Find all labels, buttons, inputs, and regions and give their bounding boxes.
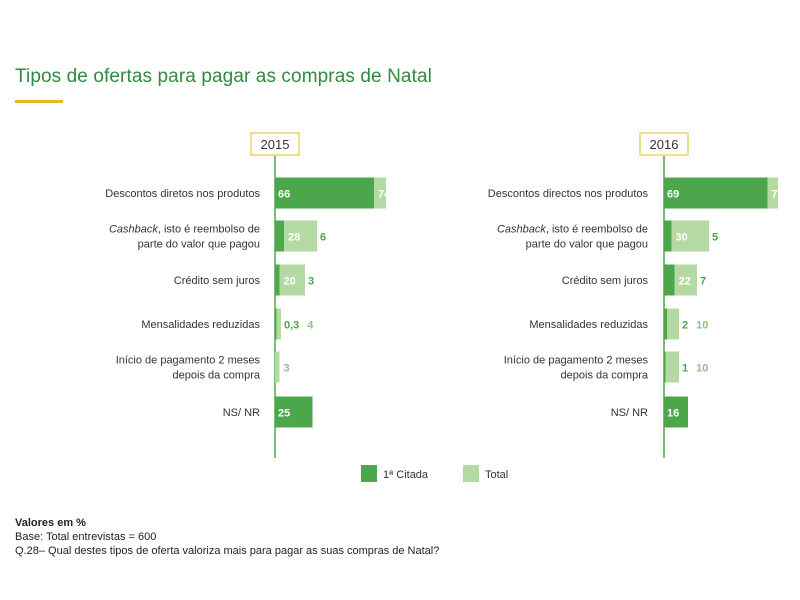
category-label: Mensalidades reduzidas — [141, 319, 260, 331]
data-label-total: 20 — [284, 276, 296, 288]
category-label: NS/ NR — [223, 407, 260, 419]
data-label-total: 4 — [307, 320, 314, 332]
bar-first-cited — [275, 264, 280, 296]
category-label: Crédito sem juros — [562, 275, 649, 287]
data-label-first-cited: 3 — [308, 276, 314, 288]
category-label: depois da compra — [173, 370, 261, 382]
data-label-first-cited: 1 — [682, 363, 688, 375]
notes-base: Base: Total entrevistas = 600 — [15, 531, 157, 543]
notes: Valores em % Base: Total entrevistas = 6… — [15, 516, 439, 558]
category-label: Crédito sem juros — [174, 275, 261, 287]
bar-total — [664, 351, 679, 383]
data-label-total: 76 — [772, 189, 784, 201]
chart-panel-2016: 2016 Descontos directos nos produtos 69 76 C… — [488, 132, 784, 458]
data-label-total: 10 — [696, 363, 708, 375]
data-label-first-cited: 5 — [712, 232, 718, 244]
data-label-total: 74 — [378, 189, 391, 201]
legend-label-first-cited: 1ª Citada — [383, 469, 429, 481]
bar-first-cited — [275, 220, 284, 252]
bar-first-cited — [664, 396, 688, 428]
bar-first-cited — [664, 308, 667, 340]
bar-first-cited — [664, 220, 672, 252]
category-label: Cashback, isto é reembolso de — [109, 224, 260, 236]
data-label-first-cited: 25 — [278, 408, 290, 420]
data-label-total: 3 — [284, 363, 290, 375]
data-label-first-cited: 6 — [320, 232, 326, 244]
data-label-first-cited: 7 — [700, 276, 706, 288]
legend-label-total: Total — [485, 469, 508, 481]
data-label-first-cited: 66 — [278, 189, 290, 201]
chart-panel-2015: 2015 Descontos diretos nos produtos 66 74 Ca… — [105, 132, 391, 458]
category-label: Cashback, isto é reembolso de — [497, 224, 648, 236]
category-label: Descontos diretos nos produtos — [105, 188, 260, 200]
category-label: parte do valor que pagou — [526, 239, 648, 251]
category-label: Início de pagamento 2 meses — [116, 355, 261, 367]
data-label-total: 10 — [696, 320, 708, 332]
bar-first-cited — [275, 177, 374, 209]
notes-heading: Valores em % — [15, 517, 86, 529]
year-label: 2015 — [261, 137, 290, 152]
data-label-total: 30 — [676, 232, 688, 244]
category-label: Descontos directos nos produtos — [488, 188, 649, 200]
category-label: Mensalidades reduzidas — [529, 319, 648, 331]
category-label: Início de pagamento 2 meses — [504, 355, 649, 367]
category-label: depois da compra — [561, 370, 649, 382]
notes-question: Q.28– Qual destes tipos de oferta valori… — [15, 545, 440, 557]
bar-total — [275, 351, 280, 383]
data-label-first-cited: 69 — [667, 189, 679, 201]
chart-title: Tipos de ofertas para pagar as compras d… — [15, 66, 432, 87]
data-label-first-cited: 16 — [667, 408, 679, 420]
title-underline — [15, 100, 63, 103]
year-label: 2016 — [650, 137, 679, 152]
bar-total — [664, 308, 679, 340]
bar-total — [275, 308, 281, 340]
bar-total — [275, 264, 305, 296]
bar-first-cited — [664, 177, 768, 209]
legend-swatch-total — [463, 465, 479, 482]
data-label-first-cited: 2 — [682, 320, 688, 332]
category-label: parte do valor que pagou — [138, 239, 260, 251]
data-label-total: 28 — [288, 232, 300, 244]
category-label: NS/ NR — [611, 407, 648, 419]
legend: 1ª Citada Total — [361, 465, 508, 482]
bar-first-cited — [275, 308, 277, 340]
data-label-first-cited: 0,3 — [284, 320, 299, 332]
legend-swatch-first-cited — [361, 465, 377, 482]
bar-first-cited — [664, 264, 675, 296]
bar-first-cited — [664, 351, 666, 383]
year-box — [250, 132, 300, 156]
year-box — [639, 132, 689, 156]
bar-first-cited — [275, 396, 313, 428]
data-label-total: 22 — [679, 276, 691, 288]
